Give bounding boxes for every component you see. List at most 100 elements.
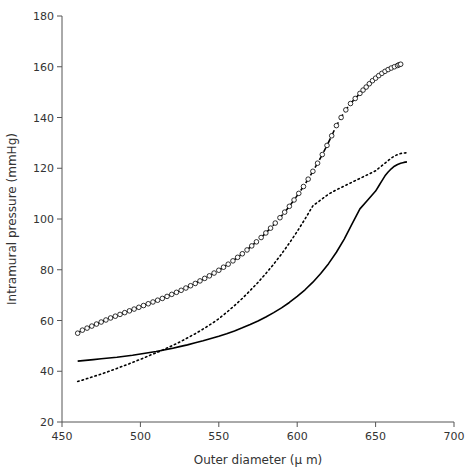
point-marker (315, 161, 320, 166)
y-tick (57, 269, 62, 270)
point-marker (221, 265, 226, 270)
y-tick (57, 320, 62, 321)
x-tick (454, 422, 455, 427)
x-axis-label: Outer diameter (μ m) (194, 453, 323, 467)
y-tick (57, 219, 62, 220)
x-tick-label: 650 (365, 430, 386, 443)
y-tick-label: 180 (33, 10, 54, 23)
point-marker (174, 290, 179, 295)
point-marker (188, 283, 193, 288)
point-marker (137, 305, 142, 310)
point-marker (254, 240, 259, 245)
point-marker (155, 298, 160, 303)
point-marker (141, 303, 146, 308)
point-marker (165, 294, 170, 299)
axes: 450 500 550 600 650 700 20 40 60 80 100 120 140 160 18… (33, 10, 465, 443)
y-tick-label: 120 (33, 162, 54, 175)
x-tick-label: 550 (208, 430, 229, 443)
point-marker (226, 262, 231, 267)
point-marker (282, 210, 287, 215)
point-marker (198, 279, 203, 284)
point-marker (94, 322, 99, 327)
chart: 450 500 550 600 650 700 20 40 60 80 100 120 140 160 18… (0, 0, 474, 474)
point-marker (80, 328, 85, 333)
x-tick-label: 600 (287, 430, 308, 443)
point-marker (160, 296, 165, 301)
point-marker (249, 244, 254, 249)
point-marker (99, 320, 104, 325)
point-marker (231, 259, 236, 264)
y-tick (57, 371, 62, 372)
point-marker (113, 314, 118, 319)
y-axis-label: Intramural pressure (mmHg) (5, 133, 19, 305)
point-marker (334, 123, 339, 128)
x-tick (218, 422, 219, 427)
y-tick-label: 100 (33, 213, 54, 226)
y-tick-label: 20 (40, 416, 54, 429)
point-marker (292, 198, 297, 203)
point-marker (398, 62, 403, 67)
point-marker (85, 326, 90, 331)
series-line (78, 162, 407, 361)
point-marker (132, 307, 137, 312)
x-tick (297, 422, 298, 427)
point-marker (146, 301, 151, 306)
point-marker (325, 143, 330, 148)
point-marker (264, 231, 269, 236)
point-marker (212, 271, 217, 276)
point-marker (127, 309, 132, 314)
y-tick (57, 16, 62, 17)
point-marker (353, 96, 358, 101)
point-marker (296, 191, 301, 196)
y-tick-label: 160 (33, 61, 54, 74)
point-marker (75, 331, 80, 336)
point-marker (217, 268, 222, 273)
point-marker (348, 101, 353, 106)
series-markers (75, 62, 403, 336)
point-marker (108, 316, 113, 321)
point-marker (320, 152, 325, 157)
y-tick (57, 66, 62, 67)
point-marker (207, 274, 212, 279)
point-marker (259, 235, 264, 240)
point-marker (301, 184, 306, 189)
point-marker (245, 248, 250, 253)
x-tick-label: 500 (130, 430, 151, 443)
point-marker (179, 288, 184, 293)
x-tick-label: 700 (444, 430, 465, 443)
point-marker (278, 215, 283, 220)
point-marker (273, 221, 278, 226)
point-marker (151, 300, 156, 305)
plot-area (75, 62, 407, 381)
point-marker (235, 255, 240, 260)
series-line (78, 64, 401, 333)
point-marker (240, 251, 245, 256)
point-marker (339, 115, 344, 120)
y-tick (57, 422, 62, 423)
x-axis-line (62, 422, 454, 423)
y-tick (57, 168, 62, 169)
point-marker (311, 169, 316, 174)
x-tick (375, 422, 376, 427)
x-tick (140, 422, 141, 427)
point-marker (169, 292, 174, 297)
point-marker (344, 108, 349, 113)
x-tick (62, 422, 63, 427)
point-marker (122, 310, 127, 315)
point-marker (89, 324, 94, 329)
y-tick-label: 60 (40, 315, 54, 328)
series-line (78, 153, 407, 382)
point-marker (184, 286, 189, 291)
point-marker (306, 177, 311, 182)
point-marker (118, 312, 123, 317)
point-marker (268, 226, 273, 231)
y-tick-label: 140 (33, 112, 54, 125)
point-marker (104, 318, 109, 323)
point-marker (202, 276, 207, 281)
y-tick-label: 40 (40, 365, 54, 378)
y-tick (57, 117, 62, 118)
point-marker (329, 133, 334, 138)
x-tick-label: 450 (52, 430, 73, 443)
point-marker (193, 281, 198, 286)
y-tick-label: 80 (40, 264, 54, 277)
